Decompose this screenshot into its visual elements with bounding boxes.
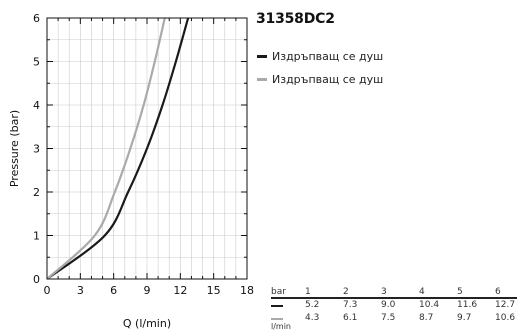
table-divider: [271, 297, 517, 299]
table-cell: 7.3: [343, 300, 358, 310]
x-axis-label: Q (l/min): [123, 317, 171, 330]
table-cell: 11.6: [457, 300, 478, 310]
legend: Издръпващ се душ Издръпващ се душ: [257, 45, 383, 91]
table-header-cell: 2: [343, 287, 349, 297]
table-cell: 7.5: [381, 313, 396, 323]
table-header-cell: 5: [457, 287, 463, 297]
y-tick-label: 1: [33, 230, 40, 243]
legend-label: Издръпващ се душ: [272, 50, 384, 63]
table-unit-label: l/min: [271, 322, 292, 331]
y-tick-label: 4: [33, 99, 40, 112]
table-cell: 5.2: [305, 300, 320, 310]
table-cell: 6.1: [343, 313, 358, 323]
table-header-label: bar: [271, 287, 286, 297]
y-tick-label: 5: [33, 56, 40, 69]
y-tick-label: 3: [33, 143, 40, 156]
legend-swatch: [257, 78, 267, 81]
table-cell: 9.0: [381, 300, 396, 310]
series-line: [47, 18, 166, 279]
y-tick-label: 6: [33, 12, 40, 25]
legend-item: Издръпващ се душ: [257, 45, 383, 68]
chart-title: 31358DC2: [256, 11, 335, 27]
table-row-swatch: [271, 318, 283, 320]
table-cell: 10.6: [495, 313, 516, 323]
table-header-cell: 6: [495, 287, 501, 297]
x-tick-label: 9: [144, 284, 151, 297]
x-tick-label: 15: [207, 284, 221, 297]
x-tick-label: 3: [77, 284, 84, 297]
table-header-cell: 4: [419, 287, 425, 297]
y-tick-label: 0: [33, 273, 40, 286]
legend-label: Издръпващ се душ: [272, 73, 384, 86]
y-axis-label: Pressure (bar): [8, 110, 21, 187]
legend-item: Издръпващ се душ: [257, 68, 383, 91]
legend-swatch: [257, 55, 267, 58]
table-cell: 12.7: [495, 300, 516, 310]
table-cell: 8.7: [419, 313, 434, 323]
series-layer: [47, 18, 190, 279]
table-row-swatch: [271, 305, 283, 307]
x-tick-label: 6: [110, 284, 117, 297]
grid: [47, 18, 247, 279]
table-header-cell: 3: [381, 287, 387, 297]
series-line: [47, 18, 190, 279]
table-cell: 9.7: [457, 313, 472, 323]
y-tick-label: 2: [33, 186, 40, 199]
table-cell: 4.3: [305, 313, 320, 323]
x-tick-label: 18: [240, 284, 254, 297]
table-cell: 10.4: [419, 300, 440, 310]
x-tick-label: 0: [44, 284, 51, 297]
x-tick-label: 12: [173, 284, 187, 297]
table-header-cell: 1: [305, 287, 311, 297]
